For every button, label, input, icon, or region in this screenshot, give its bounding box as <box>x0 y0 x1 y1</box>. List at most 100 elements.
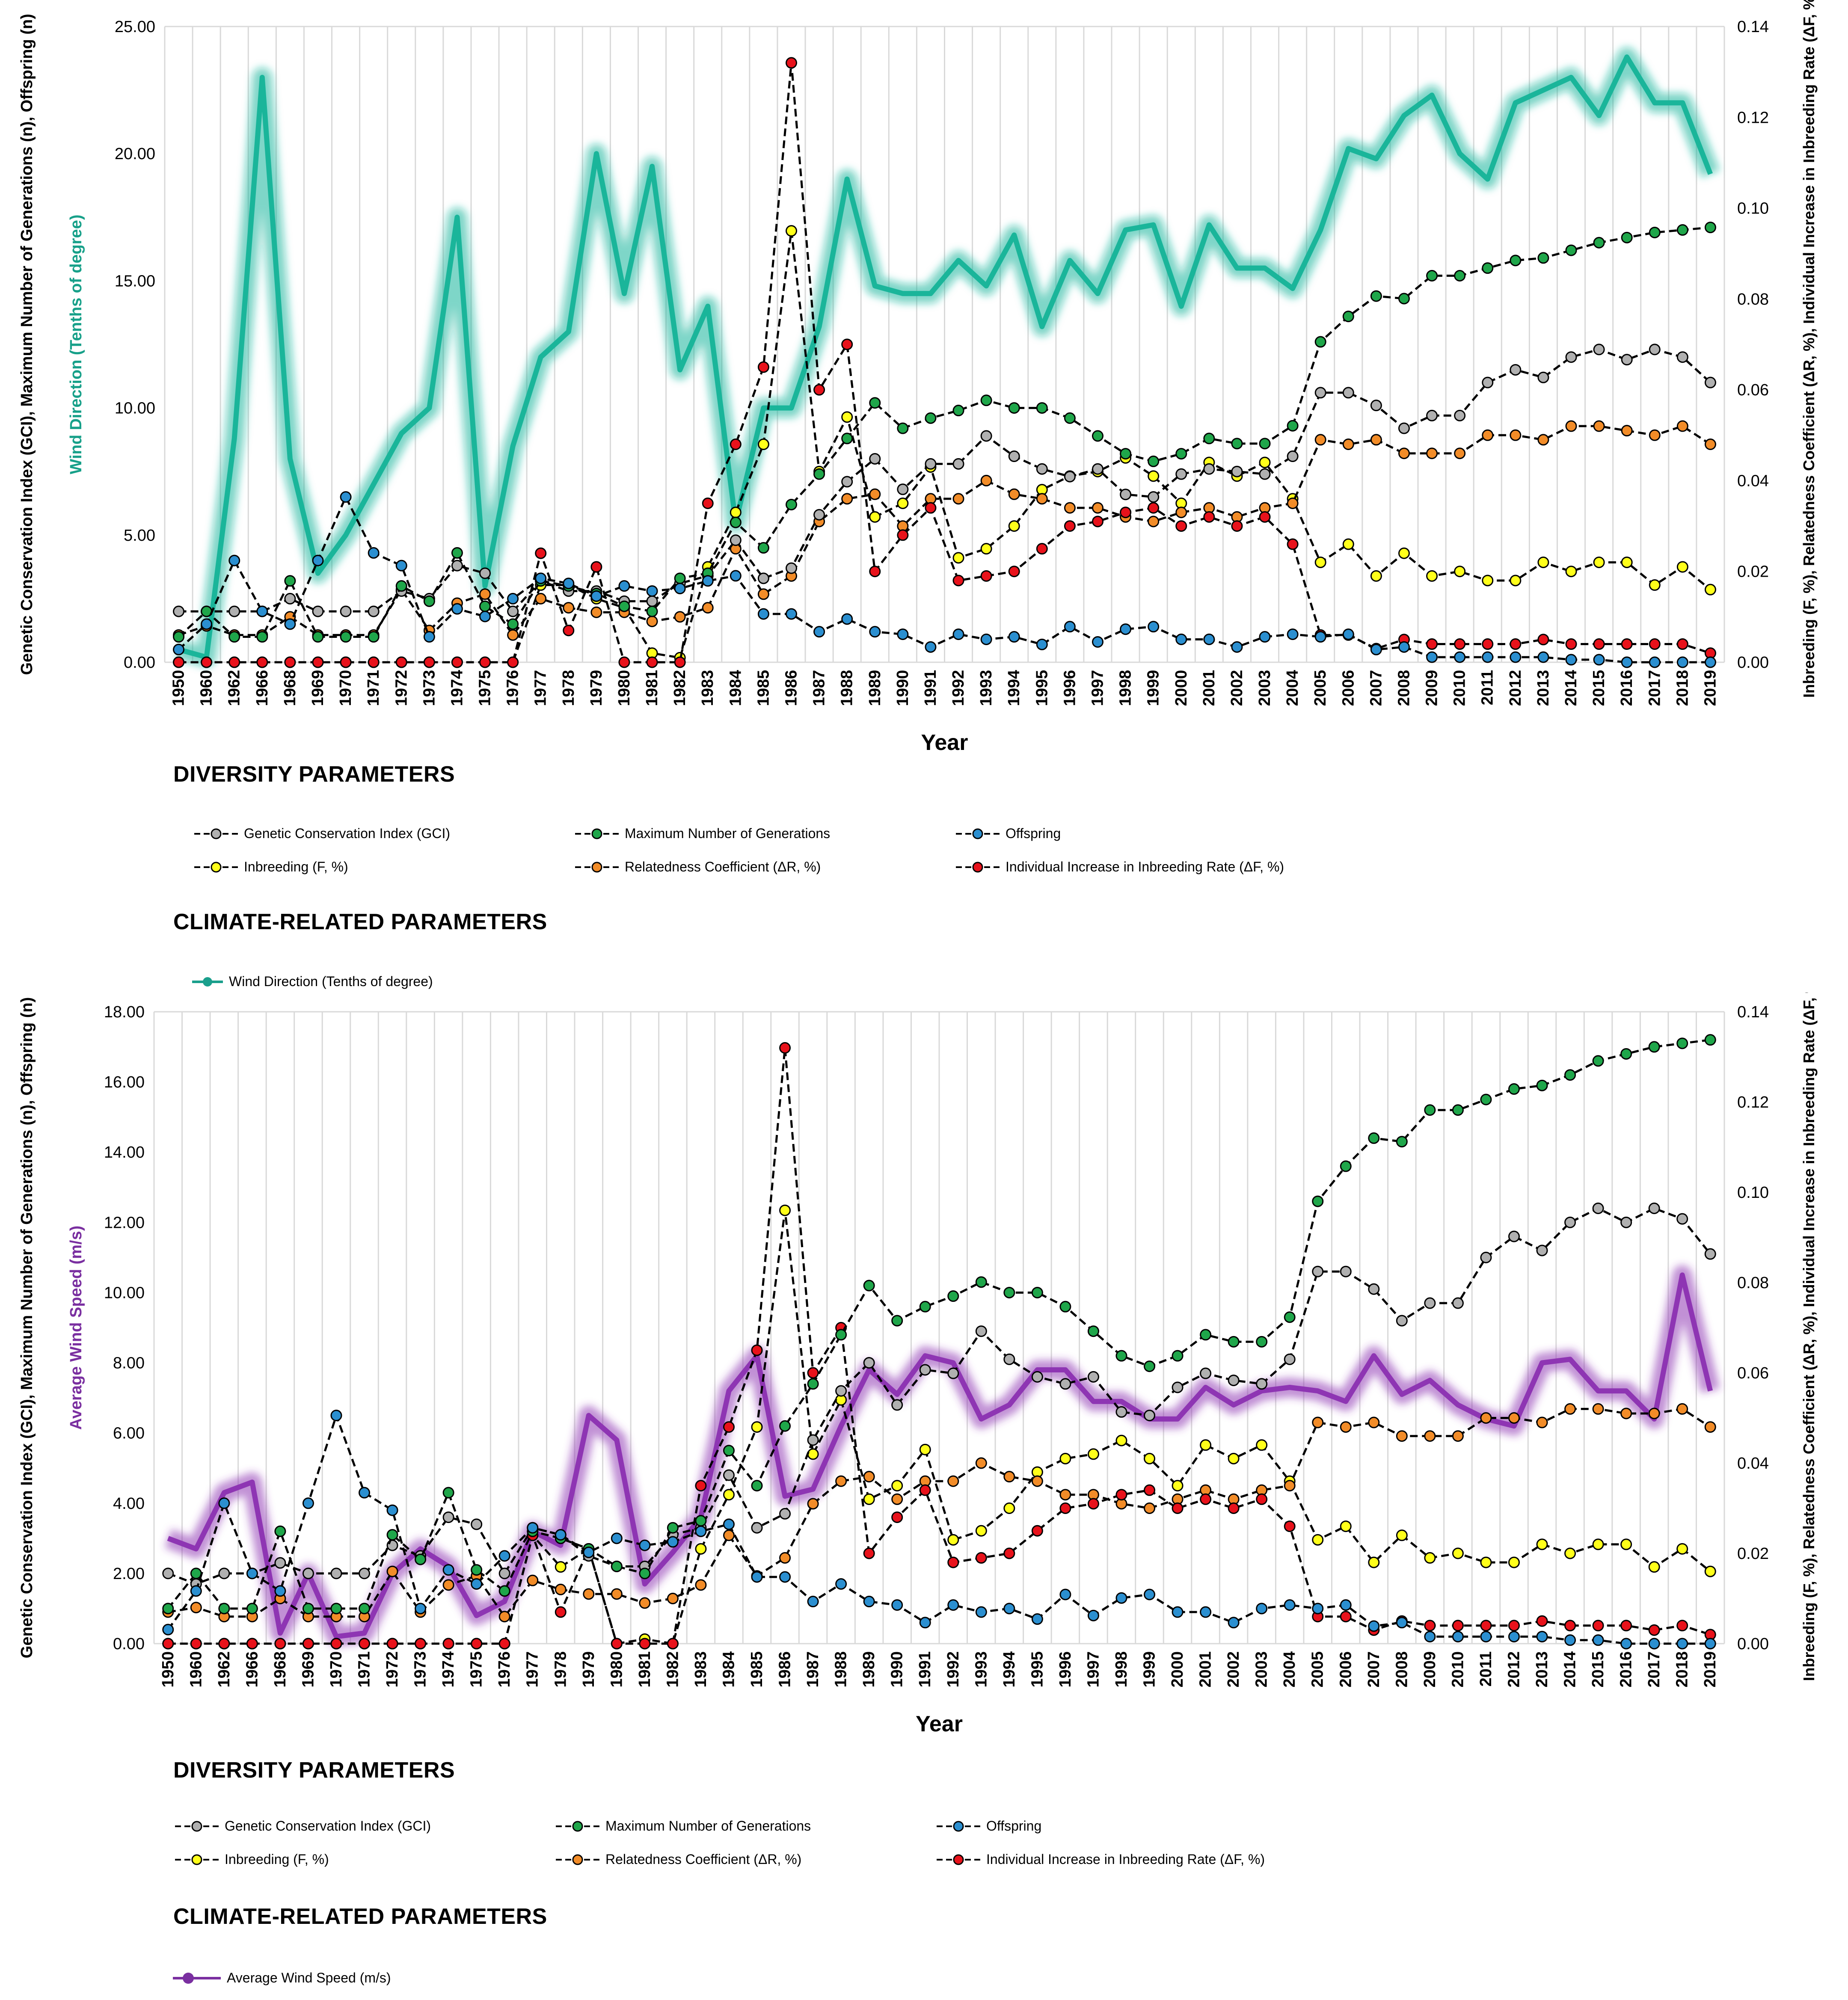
legend-item-label: Inbreeding (F, %) <box>225 1852 329 1867</box>
top-y2-tick-label: 0.06 <box>1737 381 1769 399</box>
top-series-offspring-point <box>1565 654 1577 666</box>
top-series-relatedness-coefficient-r-point <box>702 602 714 614</box>
bottom-x-tick-label: 2011 <box>1477 1651 1495 1686</box>
top-x-tick-label: 2011 <box>1479 670 1497 705</box>
top-series-relatedness-coefficient-r-point <box>479 588 491 600</box>
legend-item-maximum-number-of-generations: Maximum Number of Generations <box>554 1818 811 1834</box>
bottom-x-tick-label: 2017 <box>1645 1651 1663 1688</box>
bottom-x-tick-label: 2005 <box>1309 1651 1327 1688</box>
top-series-maximum-number-of-generations-point <box>1175 448 1187 460</box>
bottom-series-genetic-conservation-index-gci-point <box>1508 1230 1520 1242</box>
top-series-offspring-point <box>1120 623 1132 635</box>
top-series-offspring-point <box>1593 654 1605 666</box>
top-series-inbreeding-f-point <box>1008 520 1020 532</box>
top-series-inbreeding-f-point <box>1454 566 1466 578</box>
top-series-inbreeding-f-point <box>952 552 964 564</box>
bottom-series-relatedness-coefficient-r-point <box>779 1552 791 1564</box>
bottom-series-genetic-conservation-index-gci-point <box>919 1364 931 1376</box>
top-series-relatedness-coefficient-r-point <box>952 493 964 505</box>
bottom-series-offspring-point <box>1312 1603 1324 1615</box>
top-series-genetic-conservation-index-gci-point <box>1426 409 1438 421</box>
top-series-genetic-conservation-index-gci-point <box>1092 463 1103 475</box>
top-series-genetic-conservation-index-gci-point <box>507 605 519 617</box>
bottom-series-offspring-point <box>1256 1603 1268 1615</box>
top-series-inbreeding-f-point <box>1649 579 1661 591</box>
bottom-y2-tick-label: 0.10 <box>1737 1184 1769 1202</box>
bottom-series-maximum-number-of-generations-point <box>1172 1350 1184 1362</box>
top-series-genetic-conservation-index-gci-point <box>1649 344 1661 356</box>
top-series-genetic-conservation-index-gci-point <box>1454 409 1466 421</box>
bottom-series-inbreeding-f-point <box>779 1204 791 1216</box>
bottom-series-maximum-number-of-generations-point <box>246 1603 258 1615</box>
bottom-series-genetic-conservation-index-gci-point <box>1676 1213 1688 1225</box>
legend-item-offspring: Offspring <box>935 1818 1041 1834</box>
top-x-tick-label: 1972 <box>392 670 410 706</box>
top-series-individual-increase-in-inbreeding-rate-f-point <box>1092 516 1103 527</box>
bottom-series-maximum-number-of-generations-point <box>891 1315 903 1327</box>
bottom-series-individual-increase-in-inbreeding-rate-f-point <box>779 1042 791 1054</box>
top-series-maximum-number-of-generations-point <box>1342 311 1354 323</box>
bottom-series-offspring-point <box>1228 1617 1240 1629</box>
legend-item-label: Inbreeding (F, %) <box>244 859 348 874</box>
top-x-tick-label: 1977 <box>532 670 550 706</box>
top-y-tick-label: 15.00 <box>115 272 155 290</box>
bottom-series-maximum-number-of-generations-point <box>1144 1360 1156 1372</box>
bottom-series-individual-increase-in-inbreeding-rate-f-point <box>359 1638 371 1650</box>
top-x-tick-label: 1969 <box>309 670 327 706</box>
bottom-x-tick-label: 1969 <box>299 1651 317 1688</box>
bottom-series-offspring-point <box>1115 1592 1127 1604</box>
top-series-genetic-conservation-index-gci-point <box>451 560 463 572</box>
bottom-x-tick-label: 1980 <box>608 1651 626 1688</box>
top-series-offspring-point <box>674 583 686 595</box>
top-x-tick-label: 2001 <box>1200 670 1218 706</box>
bottom-x-tick-label: 1987 <box>804 1651 822 1688</box>
top-series-offspring-point <box>730 570 742 582</box>
top-series-maximum-number-of-generations-point <box>674 572 686 584</box>
top-x-tick-label: 1976 <box>504 670 522 706</box>
top-series-relatedness-coefficient-r-point <box>1621 425 1633 437</box>
bottom-x-tick-label: 2007 <box>1365 1651 1383 1688</box>
bottom-series-individual-increase-in-inbreeding-rate-f-point <box>471 1638 483 1650</box>
top-x-tick-label: 2012 <box>1507 670 1525 706</box>
bottom-y2-tick-label: 0.00 <box>1737 1635 1769 1653</box>
bottom-y-tick-label: 2.00 <box>113 1565 145 1583</box>
top-series-offspring-point <box>368 547 380 559</box>
top-series-inbreeding-f-point <box>1426 570 1438 582</box>
top-series-offspring-point <box>1482 651 1494 663</box>
top-series-offspring-point <box>618 580 630 592</box>
bottom-y2-tick-label: 0.06 <box>1737 1364 1769 1382</box>
bottom-series-relatedness-coefficient-r-point <box>695 1579 707 1591</box>
bottom-series-maximum-number-of-generations-point <box>1087 1325 1099 1337</box>
top-series-individual-increase-in-inbreeding-rate-f-point <box>395 656 407 668</box>
top-series-individual-increase-in-inbreeding-rate-f-point <box>730 439 742 450</box>
bottom-series-maximum-number-of-generations-point <box>386 1529 398 1541</box>
top-series-genetic-conservation-index-gci-point <box>1036 463 1048 475</box>
bottom-series-individual-increase-in-inbreeding-rate-f-point <box>1031 1525 1043 1537</box>
bottom-x-tick-label: 1971 <box>356 1651 374 1688</box>
bottom-series-genetic-conservation-index-gci-point <box>1115 1406 1127 1418</box>
bottom-x-tick-label: 1962 <box>215 1651 233 1688</box>
legend-swatch <box>937 1821 980 1831</box>
top-x-tick-label: 2002 <box>1228 670 1246 706</box>
bottom-series-individual-increase-in-inbreeding-rate-f-point <box>218 1638 230 1650</box>
top-series-individual-increase-in-inbreeding-rate-f-point <box>535 547 547 559</box>
top-series-offspring-point <box>451 603 463 615</box>
top-series-offspring-point <box>646 585 658 597</box>
top-series-genetic-conservation-index-gci-point <box>1259 468 1271 480</box>
top-series-relatedness-coefficient-r-point <box>1370 434 1382 446</box>
top-series-individual-increase-in-inbreeding-rate-f-point <box>507 656 519 668</box>
bottom-series-maximum-number-of-generations-point <box>1452 1104 1464 1116</box>
bottom-y-axis-title: Genetic Conservation Index (GCI), Maximu… <box>18 997 36 1658</box>
bottom-series-inbreeding-f-point <box>1087 1448 1099 1460</box>
bottom-series-maximum-number-of-generations-point <box>1284 1311 1296 1323</box>
top-series-offspring-point <box>1621 656 1633 668</box>
bottom-series-inbreeding-f-point <box>1172 1480 1184 1492</box>
legend-item-label: Individual Increase in Inbreeding Rate (… <box>1006 859 1284 874</box>
top-x-tick-label: 1987 <box>810 670 828 706</box>
top-series-relatedness-coefficient-r-point <box>1287 498 1299 509</box>
bottom-series-offspring-point <box>919 1617 931 1629</box>
top-series-maximum-number-of-generations-point <box>1649 226 1661 238</box>
top-y-tick-label: 10.00 <box>115 400 155 418</box>
bottom-series-inbreeding-f-point <box>1480 1556 1492 1568</box>
top-series-genetic-conservation-index-gci-point <box>1231 465 1243 477</box>
